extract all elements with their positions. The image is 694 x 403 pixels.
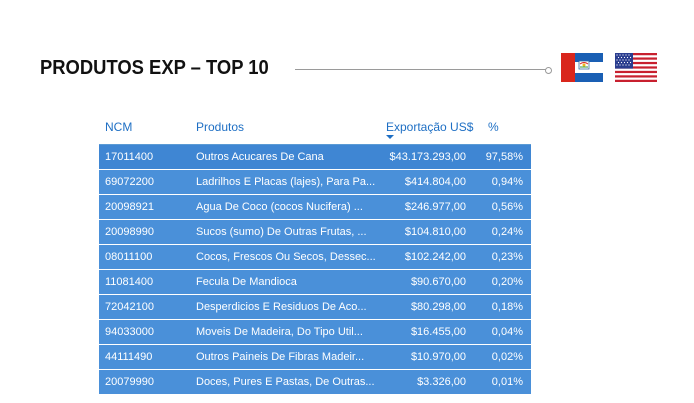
header-divider <box>99 144 531 145</box>
table-row[interactable]: 72042100 Desperdicios E Residuos De Aco..… <box>99 295 531 320</box>
ncm-cell: 20098921 <box>105 201 154 213</box>
product-cell: Agua De Coco (cocos Nucifera) ... <box>196 201 363 213</box>
product-cell: Outros Acucares De Cana <box>196 151 324 163</box>
ncm-cell: 17011400 <box>105 151 154 163</box>
title-divider <box>295 69 547 70</box>
page-title: PRODUTOS EXP – TOP 10 <box>40 57 269 79</box>
table-header: NCM Produtos Exportação US$ % <box>99 112 531 145</box>
percent-cell: 0,94% <box>491 176 523 188</box>
export-value-cell: $246.977,00 <box>404 201 466 213</box>
percent-cell: 0,24% <box>491 226 523 238</box>
table-row[interactable]: 11081400 Fecula De Mandioca $90.670,00 0,20… <box>99 270 531 295</box>
product-cell: Doces, Pures E Pastas, De Outras... <box>196 376 375 388</box>
percent-cell: 0,20% <box>491 276 523 288</box>
column-header-percent[interactable]: % <box>488 120 499 134</box>
column-header-exportacao[interactable]: Exportação US$ <box>386 120 474 134</box>
table-row[interactable]: 08011100 Cocos, Frescos Ou Secos, Dessec.… <box>99 245 531 270</box>
percent-cell: 97,58% <box>485 151 523 163</box>
products-table: NCM Produtos Exportação US$ % 17011400 Ou… <box>99 112 531 395</box>
percent-cell: 0,04% <box>491 326 523 338</box>
title-divider-end <box>545 67 552 74</box>
percent-cell: 0,56% <box>491 201 523 213</box>
table-row[interactable]: 69072200 Ladrilhos E Placas (lajes), Para… <box>99 170 531 195</box>
ncm-cell: 44111490 <box>105 351 153 363</box>
table-row[interactable]: 44111490 Outros Paineis De Fibras Madeir.… <box>99 345 531 370</box>
table-row[interactable]: 20098990 Sucos (sumo) De Outras Frutas, .… <box>99 220 531 245</box>
usa-flag-icon[interactable] <box>615 53 657 82</box>
column-header-produtos[interactable]: Produtos <box>196 120 245 134</box>
ncm-cell: 20098990 <box>105 226 154 238</box>
export-value-cell: $3.326,00 <box>417 376 466 388</box>
table-row[interactable]: 20079990 Doces, Pures E Pastas, De Outras… <box>99 370 531 395</box>
product-cell: Desperdicios E Residuos De Aco... <box>196 301 367 313</box>
export-value-cell: $414.804,00 <box>404 176 466 188</box>
pernambuco-flag-icon[interactable] <box>561 53 603 82</box>
percent-cell: 0,02% <box>491 351 523 363</box>
table-row[interactable]: 17011400 Outros Acucares De Cana $43.173.2… <box>99 145 531 170</box>
export-value-cell: $104.810,00 <box>404 226 466 238</box>
table-body: 17011400 Outros Acucares De Cana $43.173.2… <box>99 145 531 395</box>
ncm-cell: 08011100 <box>105 251 153 263</box>
export-value-cell: $43.173.293,00 <box>389 151 466 163</box>
product-cell: Fecula De Mandioca <box>196 276 297 288</box>
ncm-cell: 20079990 <box>105 376 154 388</box>
export-value-cell: $102.242,00 <box>404 251 466 263</box>
column-header-ncm[interactable]: NCM <box>105 120 133 134</box>
percent-cell: 0,18% <box>491 301 523 313</box>
export-value-cell: $80.298,00 <box>410 301 466 313</box>
percent-cell: 0,01% <box>491 376 523 388</box>
export-value-cell: $10.970,00 <box>410 351 466 363</box>
export-value-cell: $90.670,00 <box>410 276 466 288</box>
ncm-cell: 72042100 <box>105 301 154 313</box>
product-cell: Outros Paineis De Fibras Madeir... <box>196 351 365 363</box>
percent-cell: 0,23% <box>491 251 523 263</box>
ncm-cell: 94033000 <box>105 326 154 338</box>
product-cell: Sucos (sumo) De Outras Frutas, ... <box>196 226 367 238</box>
export-value-cell: $16.455,00 <box>410 326 466 338</box>
sort-descending-icon[interactable] <box>386 135 394 139</box>
ncm-cell: 11081400 <box>105 276 154 288</box>
ncm-cell: 69072200 <box>105 176 154 188</box>
table-row[interactable]: 20098921 Agua De Coco (cocos Nucifera) ..… <box>99 195 531 220</box>
product-cell: Cocos, Frescos Ou Secos, Dessec... <box>196 251 376 263</box>
product-cell: Moveis De Madeira, Do Tipo Util... <box>196 326 363 338</box>
product-cell: Ladrilhos E Placas (lajes), Para Pa... <box>196 176 376 188</box>
table-row[interactable]: 94033000 Moveis De Madeira, Do Tipo Util.… <box>99 320 531 345</box>
